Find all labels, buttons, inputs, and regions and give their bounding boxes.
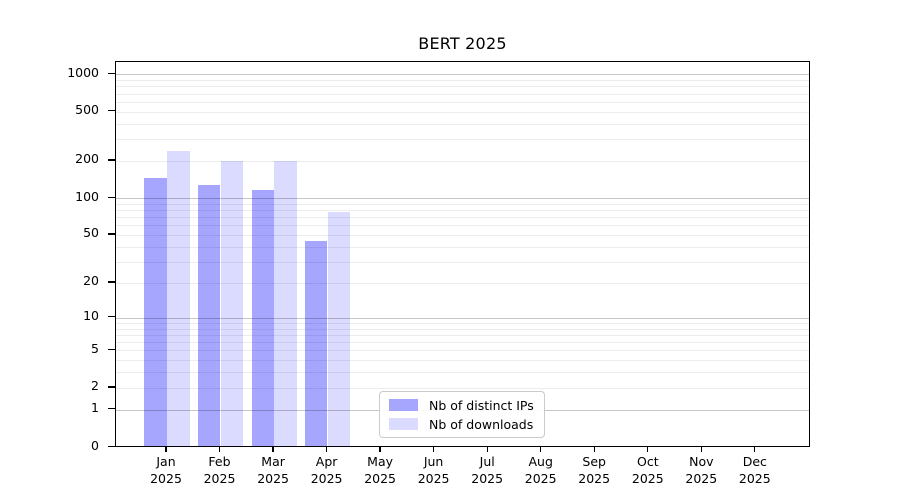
gridline-minor (116, 387, 809, 389)
y-tick-label: 50 (83, 225, 99, 241)
gridline-minor (116, 261, 809, 263)
x-tick-label: Jul 2025 (471, 454, 504, 486)
y-tick-label: 1000 (67, 64, 99, 80)
x-tick-label: Dec 2025 (738, 454, 771, 486)
gridline-minor (116, 209, 809, 211)
legend-swatch-distinct-ips (389, 399, 418, 411)
y-tick (108, 159, 115, 161)
gridline-minor (116, 360, 809, 362)
x-tick-label: May 2025 (364, 454, 396, 486)
gridline-minor (116, 101, 809, 103)
y-tick (108, 72, 115, 75)
y-tick (108, 110, 115, 112)
gridline-major (116, 74, 809, 76)
y-tick (108, 196, 115, 198)
y-tick-label: 0 (91, 437, 99, 453)
bar-distinct-ips (197, 184, 221, 446)
y-tick (108, 316, 115, 318)
chart-title: BERT 2025 (418, 34, 507, 53)
gridline-minor (116, 160, 809, 162)
gridline-minor (116, 234, 809, 236)
y-tick-label: 1 (91, 400, 99, 416)
gridline-minor (116, 225, 809, 227)
y-tick (108, 233, 115, 235)
legend-item-downloads: Nb of downloads (389, 417, 544, 432)
x-tick (540, 447, 542, 452)
gridline-minor (116, 328, 809, 330)
y-tick-label: 10 (83, 308, 99, 324)
x-tick-label: Jan 2025 (150, 454, 182, 486)
gridline-minor (116, 372, 809, 374)
gridline-minor (116, 350, 809, 352)
y-tick (108, 386, 115, 388)
bar-distinct-ips (305, 240, 328, 446)
bar-distinct-ips (251, 190, 274, 446)
x-tick (325, 447, 328, 452)
x-tick (218, 447, 221, 452)
legend-label-downloads: Nb of downloads (429, 416, 534, 432)
x-tick (272, 447, 274, 452)
x-tick-label: Apr 2025 (310, 454, 343, 486)
y-tick-label: 20 (83, 273, 99, 289)
x-tick (165, 447, 167, 452)
bar-downloads (327, 212, 351, 446)
x-tick (647, 447, 649, 452)
bar-downloads (220, 160, 244, 446)
x-tick (700, 447, 702, 452)
gridline-minor (116, 282, 809, 284)
y-tick (108, 348, 115, 351)
gridline-minor (116, 93, 809, 95)
legend-item-distinct-ips: Nb of distinct IPs (389, 398, 544, 413)
gridline-minor (116, 322, 809, 324)
y-tick (108, 281, 115, 283)
x-tick-label: Sep 2025 (578, 454, 611, 486)
gridline-minor (116, 123, 809, 125)
gridline-minor (116, 217, 809, 218)
gridline-minor (116, 80, 809, 81)
x-tick (486, 447, 488, 452)
gridline-minor (116, 342, 809, 343)
x-tick-label: Feb 2025 (203, 454, 236, 486)
x-tick (379, 447, 381, 452)
x-tick-label: Nov 2025 (685, 454, 718, 486)
bar-downloads (167, 150, 190, 446)
gridline-minor (116, 203, 809, 205)
x-tick (432, 447, 435, 452)
gridline-minor (116, 111, 809, 113)
gridline-minor (116, 246, 809, 248)
plot-area (115, 61, 810, 447)
legend: Nb of distinct IPs Nb of downloads (379, 391, 545, 438)
y-tick-label: 2 (91, 378, 99, 394)
bar-downloads (274, 161, 297, 446)
x-tick-label: Oct 2025 (631, 454, 664, 486)
gridline-minor (116, 334, 809, 336)
y-tick (108, 408, 115, 410)
gridline-minor (116, 86, 809, 88)
y-tick (108, 445, 115, 447)
x-tick (593, 447, 595, 452)
x-tick-label: Jun 2025 (417, 454, 450, 486)
gridline-major (116, 317, 809, 319)
y-tick-label: 5 (91, 340, 99, 356)
gridline-major (116, 198, 809, 199)
gridline-minor (116, 139, 809, 141)
legend-label-distinct-ips: Nb of distinct IPs (429, 397, 534, 413)
bar-distinct-ips (144, 177, 167, 446)
y-tick-label: 200 (75, 151, 99, 167)
x-tick (754, 447, 756, 452)
legend-swatch-downloads (389, 418, 418, 430)
x-tick-label: Mar 2025 (257, 454, 289, 486)
x-tick-label: Aug 2025 (524, 454, 557, 486)
y-tick-label: 100 (75, 188, 99, 204)
y-tick-label: 500 (75, 102, 99, 118)
